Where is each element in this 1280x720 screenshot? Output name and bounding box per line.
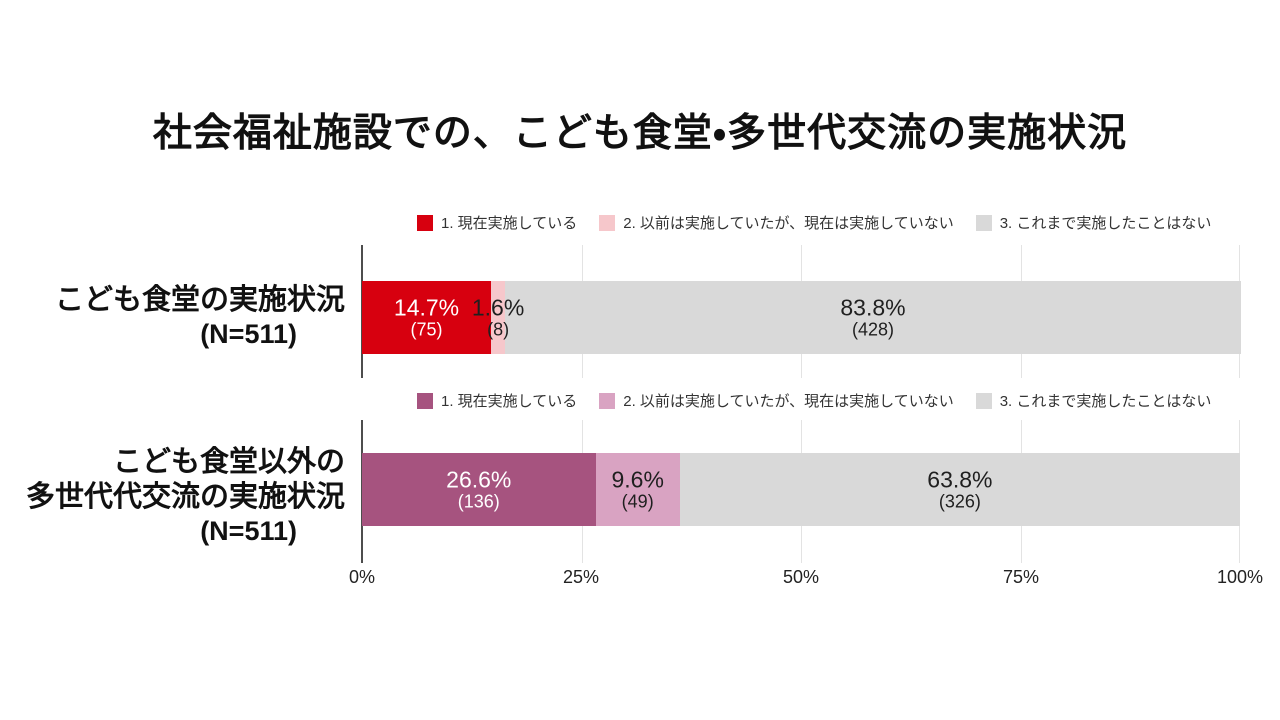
segment-value-label: 9.6% (49) bbox=[611, 465, 664, 512]
legend-label: 1. 現在実施している bbox=[441, 393, 578, 410]
legend-label: 2. 以前は実施していたが、現在は実施していない bbox=[623, 393, 954, 410]
legend-swatch-never-icon bbox=[975, 214, 992, 231]
plot-area-chart2: 26.6% (136) 9.6% (49) 63.8% (326) bbox=[361, 420, 1240, 563]
plot-area-chart1: 14.7% (75) 1.6% (8) 83.8% (428) bbox=[361, 245, 1241, 378]
stacked-bar-chart1: 14.7% (75) 1.6% (8) 83.8% (428) bbox=[362, 281, 1241, 354]
category-label-line: 多世代代交流の実施状況 bbox=[25, 480, 345, 513]
legend-swatch-current-icon bbox=[417, 392, 433, 409]
x-tick-label-0: 0% bbox=[348, 567, 376, 587]
x-tick-label-25: 25% bbox=[562, 567, 600, 587]
legend-swatch-never-icon bbox=[975, 392, 992, 409]
sample-size-label: (N=511) bbox=[200, 515, 297, 546]
legend-item-current: 1. 現在実施している bbox=[417, 390, 577, 411]
legend-item-never: 3. これまで実施したことはない bbox=[975, 212, 1212, 233]
bar-segment-never: 83.8% (428) bbox=[505, 281, 1241, 354]
category-label-line: こども食堂以外の bbox=[112, 446, 345, 478]
legend-label: 1. 現在実施している bbox=[441, 215, 578, 232]
bar-segment-former: 9.6% (49) bbox=[595, 453, 680, 526]
category-label-chart2: こども食堂以外の 多世代代交流の実施状況 (N=511) bbox=[0, 445, 345, 547]
legend-swatch-former-icon bbox=[599, 214, 616, 231]
stacked-bar-chart2: 26.6% (136) 9.6% (49) 63.8% (326) bbox=[362, 453, 1240, 526]
page-title: 社会福祉施設での、こども食堂・多世代交流の実施状況 bbox=[152, 112, 1128, 155]
segment-value-label: 83.8% (428) bbox=[840, 293, 906, 340]
bar-segment-current: 14.7% (75) bbox=[362, 281, 492, 354]
bar-segment-never: 63.8% (326) bbox=[679, 453, 1240, 526]
x-tick-label-100: 100% bbox=[1216, 567, 1264, 587]
legend-item-former: 2. 以前は実施していたが、現在は実施していない bbox=[599, 212, 954, 233]
legend-item-never: 3. これまで実施したことはない bbox=[975, 390, 1212, 411]
category-label-chart1: こども食堂の実施状況 (N=511) bbox=[0, 283, 345, 350]
category-label-line: こども食堂の実施状況 bbox=[54, 284, 345, 316]
legend-label: 2. 以前は実施していたが、現在は実施していない bbox=[623, 215, 954, 232]
legend-swatch-former-icon bbox=[599, 392, 616, 409]
x-tick-label-75: 75% bbox=[1002, 567, 1040, 587]
segment-value-label: 63.8% (326) bbox=[927, 465, 993, 512]
segment-value-label: 1.6% (8) bbox=[471, 293, 525, 340]
legend-item-former: 2. 以前は実施していたが、現在は実施していない bbox=[599, 390, 954, 411]
legend-label: 3. これまで実施したことはない bbox=[999, 393, 1212, 410]
segment-value-label: 14.7% (75) bbox=[393, 293, 460, 340]
legend-chart2: 1. 現在実施している 2. 以前は実施していたが、現在は実施していない 3. … bbox=[417, 390, 1211, 411]
legend-chart1: 1. 現在実施している 2. 以前は実施していたが、現在は実施していない 3. … bbox=[417, 212, 1211, 233]
legend-item-current: 1. 現在実施している bbox=[417, 212, 577, 233]
segment-value-label: 26.6% (136) bbox=[446, 465, 512, 512]
sample-size-label: (N=511) bbox=[200, 318, 297, 349]
x-tick-label-50: 50% bbox=[782, 567, 820, 587]
bar-segment-current: 26.6% (136) bbox=[362, 453, 596, 526]
legend-swatch-current-icon bbox=[417, 214, 433, 231]
legend-label: 3. これまで実施したことはない bbox=[999, 215, 1212, 232]
bar-segment-former: 1.6% (8) bbox=[472, 281, 524, 354]
